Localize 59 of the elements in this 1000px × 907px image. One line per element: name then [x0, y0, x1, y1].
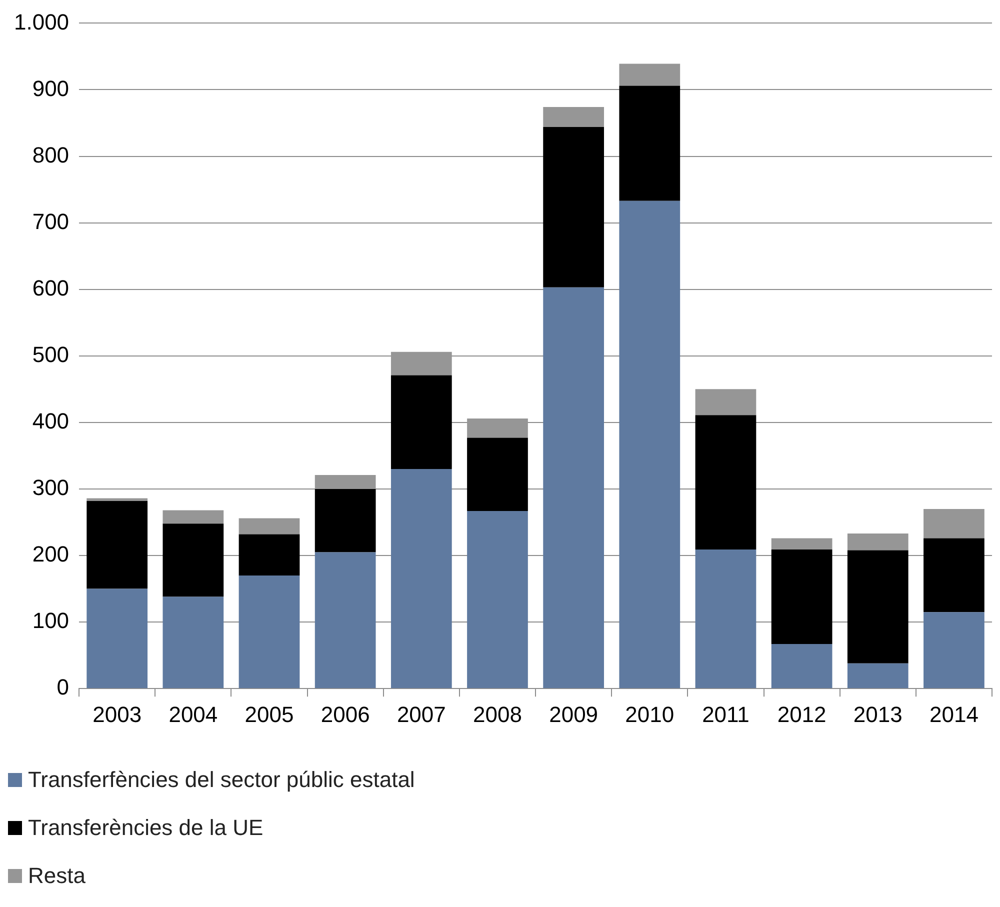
bar — [314, 488, 376, 552]
bar — [162, 510, 224, 524]
bar — [86, 498, 148, 501]
y-tick-label: 800 — [32, 142, 70, 168]
bar — [238, 518, 300, 534]
x-tick-label: 2006 — [320, 702, 370, 727]
y-tick-label: 300 — [32, 475, 70, 500]
bar — [543, 107, 604, 128]
bar — [771, 550, 832, 644]
x-tick-label: 2004 — [168, 702, 218, 727]
bar — [924, 508, 984, 538]
x-tick-label: 2011 — [702, 702, 750, 727]
bar — [162, 524, 224, 597]
bar — [238, 575, 300, 688]
y-tick-label: 500 — [32, 342, 70, 367]
y-tick-label: 200 — [32, 542, 70, 567]
legend-label: Transferències de la UE — [28, 815, 264, 841]
bar — [86, 500, 148, 589]
bar — [390, 375, 452, 470]
x-tick-label: 2007 — [396, 702, 446, 727]
y-tick-label: 400 — [32, 408, 70, 434]
bar — [695, 550, 756, 688]
x-tick-label: 2012 — [777, 702, 826, 727]
bar — [924, 538, 984, 612]
x-tick-label: 2005 — [244, 702, 294, 727]
bar — [619, 200, 680, 688]
x-tick-label: 2009 — [549, 702, 598, 727]
x-tick-label: 2010 — [625, 702, 674, 727]
bar — [695, 389, 756, 416]
bar — [314, 552, 376, 688]
bar — [847, 550, 908, 664]
bar — [86, 588, 148, 688]
bar — [695, 415, 756, 550]
y-tick-label: 1.000 — [14, 9, 70, 34]
bar — [771, 644, 832, 688]
x-tick-label: 2014 — [929, 702, 978, 727]
bar — [771, 538, 832, 550]
bar — [619, 64, 680, 86]
bar — [847, 534, 908, 550]
x-tick-label: 2013 — [853, 702, 902, 727]
bar — [543, 127, 604, 288]
y-tick-label: 100 — [32, 608, 70, 634]
y-tick-label: 600 — [32, 275, 70, 300]
y-tick-label: 700 — [32, 208, 70, 234]
bar — [467, 510, 528, 688]
bar — [543, 287, 604, 688]
legend-label: Resta — [28, 863, 86, 889]
bar — [847, 663, 908, 688]
bar — [162, 596, 224, 688]
bar — [619, 86, 680, 201]
bar — [467, 438, 528, 511]
bar — [390, 469, 452, 688]
bar — [238, 534, 300, 576]
x-tick-label: 2008 — [473, 702, 522, 727]
x-tick-label: 2003 — [92, 702, 142, 727]
bar — [924, 612, 984, 688]
y-tick-label: 900 — [32, 76, 70, 101]
legend-label: Transferfències del sector públic estatal — [28, 767, 415, 793]
y-tick-label: 0 — [56, 674, 70, 700]
